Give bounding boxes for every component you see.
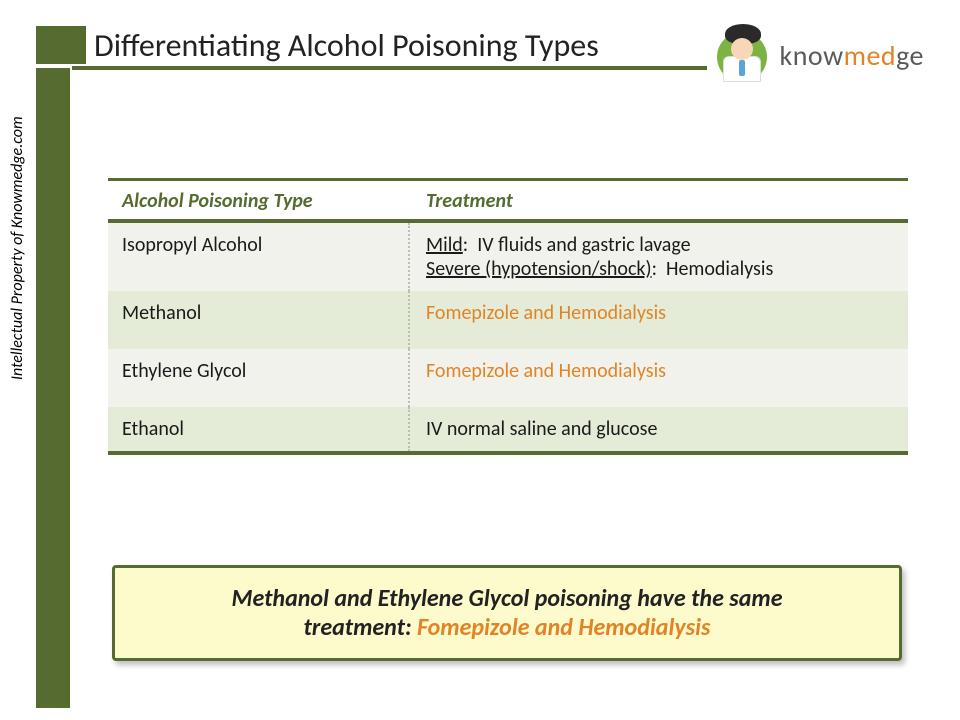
cell-type: Ethylene Glycol — [108, 349, 408, 407]
severity-severe-value: Hemodialysis — [666, 257, 773, 281]
page-title: Differentiating Alcohol Poisoning Types — [94, 26, 599, 65]
brand-part-know: know — [779, 38, 843, 73]
doctor-avatar-icon — [711, 24, 773, 86]
severity-mild-value: IV fluids and gastric lavage — [477, 233, 690, 257]
table-row: Isopropyl Alcohol Mild: IV fluids and ga… — [108, 223, 908, 291]
callout-line1: Methanol and Ethylene Glycol poisoning h… — [232, 584, 783, 613]
copyright-text: Intellectual Property of Knowmedge.com — [8, 116, 27, 380]
cell-treatment: IV normal saline and glucose — [408, 407, 908, 451]
column-header-treatment: Treatment — [422, 189, 894, 213]
table-header-row: Alcohol Poisoning Type Treatment — [108, 181, 908, 219]
table-row: Ethylene Glycol Fomepizole and Hemodialy… — [108, 349, 908, 407]
brand-wordmark: knowmedge — [779, 38, 924, 73]
brand-part-ge: ge — [896, 38, 924, 73]
cell-type: Methanol — [108, 291, 408, 349]
cell-treatment: Fomepizole and Hemodialysis — [408, 291, 908, 349]
cell-type: Ethanol — [108, 407, 408, 451]
severity-mild-label: Mild — [426, 233, 463, 257]
table-row: Methanol Fomepizole and Hemodialysis — [108, 291, 908, 349]
brand-part-med: med — [844, 38, 897, 73]
callout-line2b: Fomepizole and Hemodialysis — [417, 613, 710, 642]
cell-treatment: Fomepizole and Hemodialysis — [408, 349, 908, 407]
table-row: Ethanol IV normal saline and glucose — [108, 407, 908, 451]
treatment-table: Alcohol Poisoning Type Treatment Isoprop… — [108, 178, 908, 455]
decor-top-square — [36, 26, 86, 64]
column-header-type: Alcohol Poisoning Type — [122, 189, 422, 213]
decor-vertical-stripe — [36, 68, 70, 708]
cell-type: Isopropyl Alcohol — [108, 223, 408, 291]
brand-logo: knowmedge — [707, 24, 928, 86]
callout-line2a: treatment: — [304, 613, 417, 642]
cell-treatment: Mild: IV fluids and gastric lavage Sever… — [408, 223, 908, 291]
table-bottom-rule — [108, 451, 908, 455]
severity-severe-label: Severe (hypotension/shock) — [426, 257, 652, 281]
summary-callout: Methanol and Ethylene Glycol poisoning h… — [112, 565, 902, 661]
